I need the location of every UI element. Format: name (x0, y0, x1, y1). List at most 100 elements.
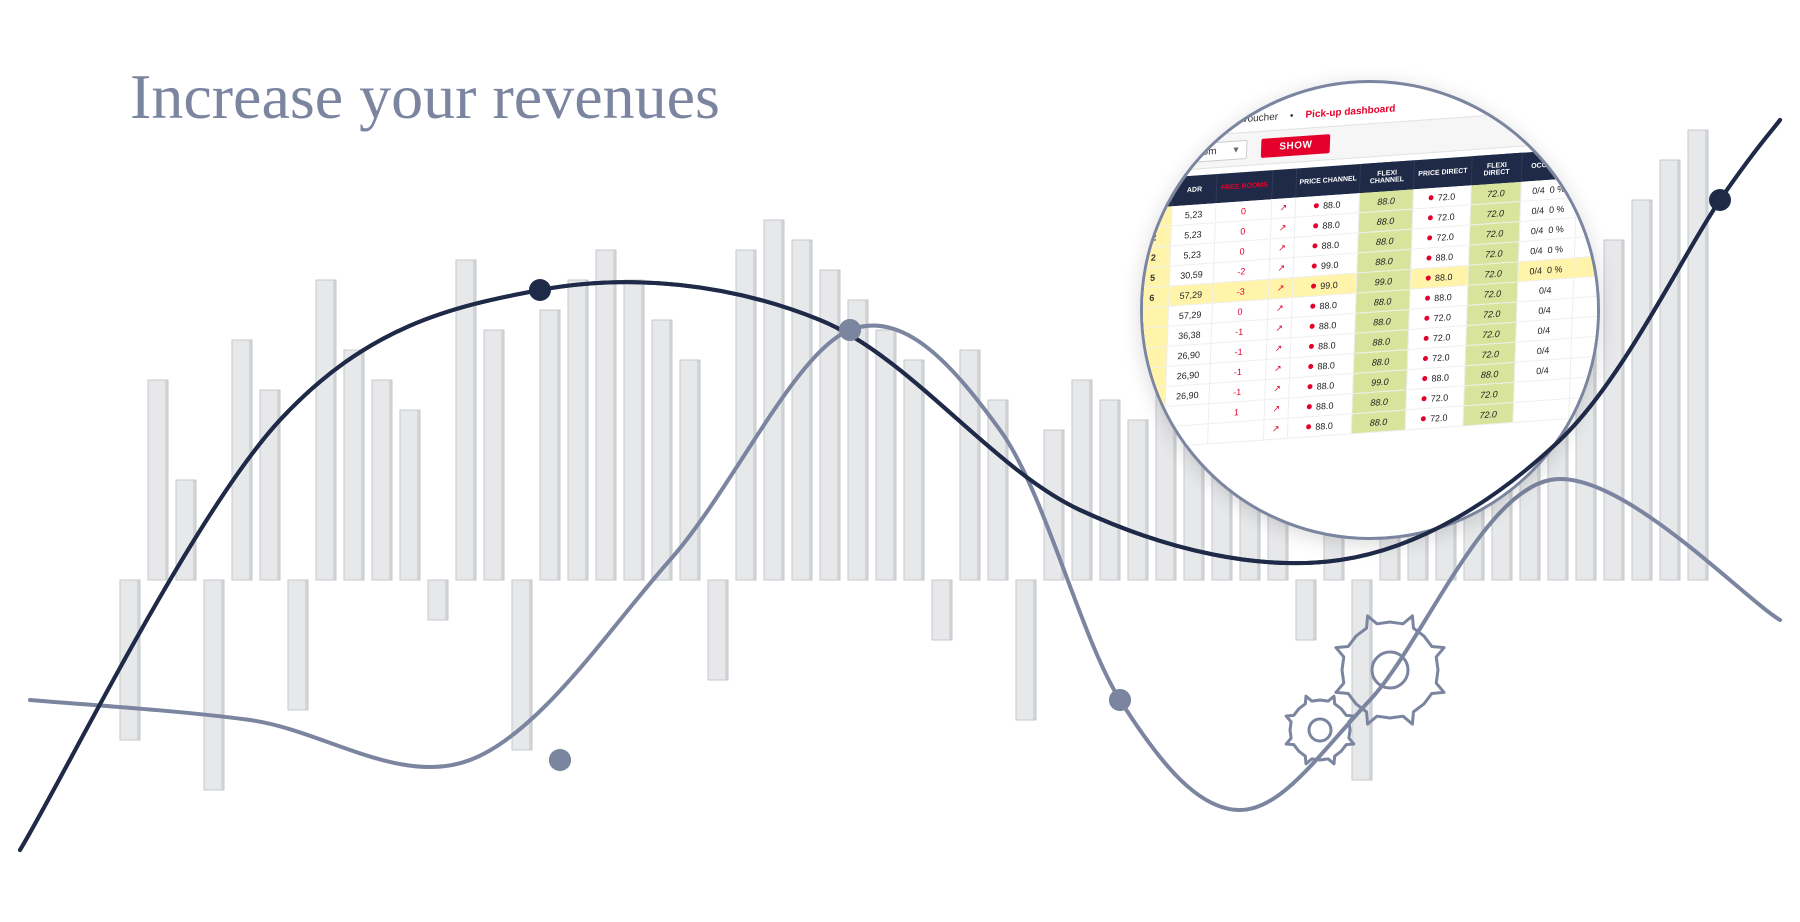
cell: 6 (1140, 287, 1170, 308)
cell: 0 (1216, 199, 1273, 222)
cell (1140, 387, 1166, 408)
cell: 0/4 0 % (1519, 238, 1576, 261)
cell: -1 (1210, 360, 1267, 383)
cell: 26,90 (1166, 364, 1211, 386)
cell (1514, 379, 1571, 402)
cell (1140, 347, 1168, 368)
cell: 2 (1140, 206, 1173, 227)
cell: 88.0 (1359, 209, 1414, 232)
cell: 0/4 (1515, 339, 1572, 362)
cell: 72.0 (1406, 406, 1465, 429)
cell: 0/4 0 % (1521, 178, 1578, 201)
column-header: PRICE CHANNEL (1296, 164, 1361, 198)
cell: 72.0 (1463, 403, 1514, 426)
cell: 26,90 (1167, 344, 1212, 366)
cell: 57,29 (1168, 304, 1213, 326)
cell: ↗ (1270, 258, 1295, 279)
subnav-item-voucher[interactable]: Discount voucher (1201, 111, 1278, 127)
cell: 88.0 (1354, 350, 1409, 373)
cell: ↗ (1264, 419, 1289, 440)
cell (1165, 404, 1210, 426)
cell: 72.0 (1467, 302, 1518, 325)
cell: 88.0 (1354, 330, 1409, 353)
show-button[interactable]: SHOW (1261, 134, 1331, 158)
cell: 0/4 (1515, 359, 1572, 382)
cell: 0 (1212, 300, 1269, 323)
cell: ↗ (1272, 198, 1297, 219)
cell: 99.0 (1357, 270, 1412, 293)
cell (1208, 420, 1265, 443)
cell: 0/4 (1516, 319, 1573, 342)
cell: 88.0 (1357, 250, 1412, 273)
cell: ↗ (1265, 378, 1290, 399)
cell: 72.0 (1464, 383, 1515, 406)
cell: -1 (1211, 340, 1268, 363)
cell: 2 (1140, 246, 1171, 267)
cell: 5,23 (1171, 223, 1216, 245)
cell: 88.0 (1465, 363, 1516, 386)
cell: 72.0 (1466, 323, 1517, 346)
cell: 26,90 (1166, 384, 1211, 406)
cell: 72.0 (1466, 343, 1517, 366)
cell: ↗ (1271, 218, 1296, 239)
cell: 0/4 0 % (1520, 198, 1577, 221)
cell: 88.0 (1358, 230, 1413, 253)
cell (1513, 399, 1570, 422)
cell: -1 (1209, 380, 1266, 403)
cell (1140, 327, 1168, 348)
subnav-item-pickup[interactable]: Pick-up dashboard (1305, 103, 1395, 120)
cell: 57,29 (1169, 284, 1214, 306)
cell: -1 (1212, 320, 1269, 343)
cell: 72.0 (1468, 282, 1519, 305)
cell: 99.0 (1353, 370, 1408, 393)
cell: 88.0 (1355, 310, 1410, 333)
cell: 0/4 0 % (1518, 258, 1575, 281)
cell: 0 (1214, 239, 1271, 262)
cell (1140, 367, 1167, 388)
cell: -3 (1213, 280, 1270, 303)
cell: 0/4 (1518, 278, 1575, 301)
trend-marker (1109, 689, 1131, 711)
cell: ↗ (1269, 278, 1294, 299)
subnav-fragment: ting (1157, 118, 1173, 130)
subnav-bullet: • (1290, 110, 1294, 121)
cell: 88.0 (1352, 390, 1407, 413)
trend-marker (549, 749, 571, 771)
cell (1140, 427, 1165, 448)
cell: 72.0 (1470, 222, 1521, 245)
cell: 88.0 (1352, 410, 1407, 433)
cell: 1 (1209, 400, 1266, 423)
cell: ↗ (1267, 318, 1292, 339)
column-header: LY OVER NIGHTS (1140, 177, 1174, 209)
column-header (1272, 168, 1297, 199)
column-header: ADR (1173, 174, 1218, 206)
column-header: OCCUPIED (1522, 149, 1579, 182)
cell: ↗ (1268, 298, 1293, 319)
cell: ↗ (1270, 238, 1295, 259)
cell: ↗ (1265, 399, 1290, 420)
cell: 36,38 (1168, 324, 1213, 346)
subnav-bullet: • (1185, 117, 1189, 128)
cell (1140, 407, 1166, 428)
cell: 5,23 (1170, 243, 1215, 265)
gear-hub (1372, 652, 1408, 688)
column-header: FLEXI DIRECT (1472, 153, 1523, 186)
room-type-select[interactable]: Double room (1150, 139, 1248, 165)
cell: 72.0 (1468, 262, 1519, 285)
cell: 5 (1140, 267, 1170, 288)
column-header: FREE ROOMS (1216, 170, 1273, 203)
cell (1140, 307, 1169, 328)
cell: 72.0 (1471, 182, 1522, 205)
cell: 0 (1215, 219, 1272, 242)
gear-hub (1309, 719, 1331, 741)
cell: 5,23 (1172, 203, 1217, 225)
cell: ↗ (1266, 358, 1291, 379)
cell: 88.0 (1356, 290, 1411, 313)
cell: 72.0 (1470, 202, 1521, 225)
column-header: PRICE DIRECT (1414, 156, 1473, 189)
cell: 88.0 (1359, 189, 1414, 212)
cell: 88.0 (1288, 414, 1353, 438)
cell: ↗ (1267, 338, 1292, 359)
cell: -2 (1214, 260, 1271, 283)
cell (1164, 424, 1209, 446)
